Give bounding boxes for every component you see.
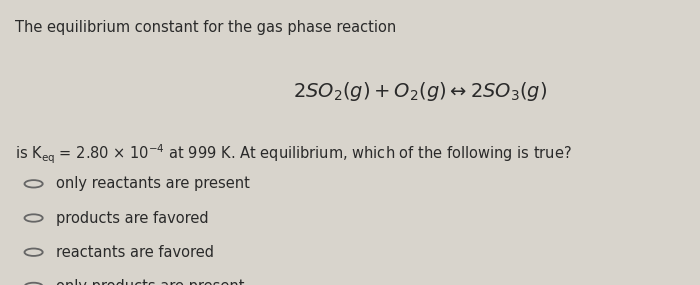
Text: is K$_{\mathrm{eq}}$ = 2.80 × 10$^{-4}$ at 999 K. At equilibrium, which of the f: is K$_{\mathrm{eq}}$ = 2.80 × 10$^{-4}$ … bbox=[15, 142, 572, 166]
Text: The equilibrium constant for the gas phase reaction: The equilibrium constant for the gas pha… bbox=[15, 20, 397, 35]
Text: only products are present: only products are present bbox=[56, 279, 244, 285]
Text: $2SO_2(g) + O_2(g) \leftrightarrow 2SO_3(g)$: $2SO_2(g) + O_2(g) \leftrightarrow 2SO_3… bbox=[293, 80, 547, 103]
Text: reactants are favored: reactants are favored bbox=[56, 245, 214, 260]
Text: products are favored: products are favored bbox=[56, 211, 209, 225]
Text: only reactants are present: only reactants are present bbox=[56, 176, 250, 191]
